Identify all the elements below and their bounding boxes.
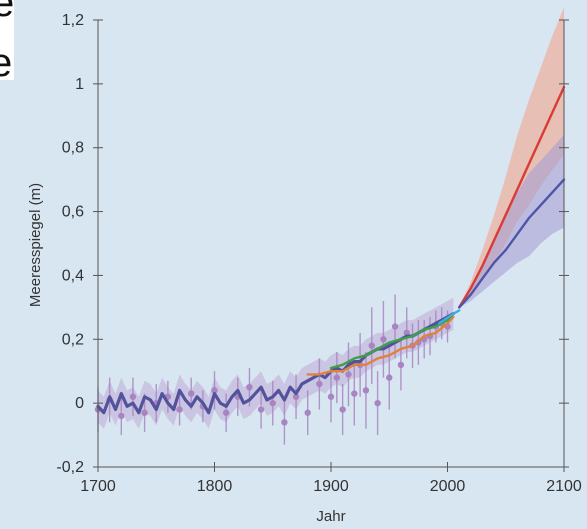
text-fragment-top: e	[0, 0, 14, 25]
scatter-point	[386, 374, 393, 381]
scatter-point	[345, 371, 352, 378]
series-4-band	[459, 7, 564, 308]
scatter-point	[333, 374, 341, 381]
y-tick-label: 0,8	[62, 140, 84, 157]
left-page-strip	[0, 0, 14, 80]
x-tick-label: 1800	[197, 478, 233, 495]
scatter-point	[403, 329, 410, 337]
y-tick-label: 1,2	[62, 12, 84, 29]
y-tick-label: 0,2	[62, 331, 84, 348]
series-5-line	[458, 178, 566, 309]
y-tick-label: 0,4	[62, 267, 84, 284]
scatter-point	[211, 387, 218, 394]
scatter-point	[362, 387, 370, 394]
scatter-point	[176, 406, 183, 413]
scatter-point	[391, 323, 399, 330]
y-tick-label: 0,6	[62, 204, 84, 221]
scatter-point	[141, 409, 148, 416]
scatter-point	[316, 380, 323, 388]
x-tick-label: 1900	[313, 478, 349, 495]
scatter-point	[269, 399, 276, 407]
y-tick-label: 1	[75, 76, 84, 93]
plot-layer	[94, 7, 566, 445]
scatter-point	[304, 409, 311, 416]
x-tick-label: 2000	[430, 478, 466, 495]
x-tick-label: 1700	[80, 478, 116, 495]
scatter-point	[368, 342, 375, 349]
scatter-point	[246, 383, 253, 391]
scatter-point	[129, 393, 137, 400]
scatter-point	[222, 409, 230, 416]
scatter-point	[380, 336, 387, 343]
series-3-line	[438, 309, 461, 325]
series-4-line	[458, 85, 566, 309]
scatter-point	[292, 393, 300, 400]
y-tick-label: -0,2	[56, 459, 84, 476]
series-5-band	[459, 134, 564, 308]
x-tick-label: 2100	[546, 478, 582, 495]
scatter-point	[281, 419, 288, 426]
scatter-point	[327, 393, 335, 400]
scatter-point	[397, 361, 405, 369]
scatter-point	[188, 390, 195, 397]
x-axis-label: Jahr	[316, 508, 345, 525]
scatter-point	[339, 406, 346, 413]
y-axis-label: Meeresspiegel (m)	[27, 183, 44, 307]
series-0-line	[96, 312, 455, 415]
scatter-point	[351, 390, 358, 397]
scatter-point	[374, 399, 381, 407]
series-1-line	[306, 315, 455, 376]
series-2-line	[329, 312, 455, 370]
series-0-band	[98, 297, 454, 429]
scatter-point	[118, 412, 125, 420]
axes-layer: -0,2 0 0,2 0,4 0,6 0,8 1 1,2 1700 1800 1900 2000 210…	[56, 12, 581, 495]
y-tick-label: 0	[75, 395, 84, 412]
text-fragment-bottom: e	[0, 41, 12, 85]
scatter-point	[257, 406, 265, 413]
